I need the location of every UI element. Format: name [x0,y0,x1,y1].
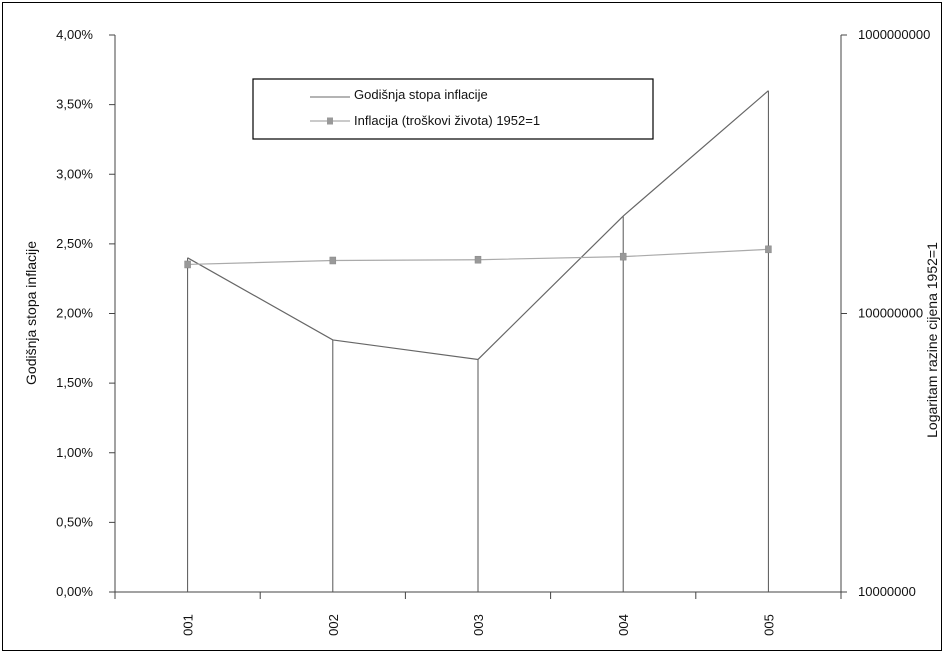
y-tick-label: 0,00% [56,584,93,599]
x-tick-label: 004 [616,614,631,636]
y-tick-label: 3,00% [56,166,93,181]
series-index-marker [765,245,772,254]
y2-tick-label: 100000000 [858,306,923,321]
y-tick-label: 0,50% [56,514,93,529]
y-tick-label: 1,50% [56,375,93,390]
series-index-marker [474,255,482,264]
series-index-marker [184,260,191,269]
y-axis-title: Godišnja stopa inflacije [23,241,39,385]
y2-tick-label: 1000000000 [858,27,930,42]
series-index-marker [619,252,627,261]
y-tick-label: 4,00% [56,27,93,42]
y-tick-label: 1,00% [56,445,93,460]
x-tick-label: 005 [761,614,776,636]
x-tick-label: 003 [471,614,486,636]
x-tick-label: 002 [326,614,341,636]
y-tick-label: 2,00% [56,306,93,321]
legend-label-index: Inflacija (troškovi života) 1952=1 [354,113,540,128]
y-tick-label: 3,50% [56,97,93,112]
series-rate-line [187,90,769,361]
x-tick-label: 001 [181,614,196,636]
axes-layer: 0,00% 0,50% 1,00% 1,50% 2,00% 2,50% 3,00% 3,50%… [23,27,940,636]
y2-axis-title: Logaritam razine cijena 1952=1 [924,242,940,438]
y-tick-label: 2,50% [56,236,93,251]
legend-box [252,78,654,140]
lines-layer [187,90,769,592]
marks-layer [184,245,772,269]
legend-marker-index [327,117,333,125]
series-index-marker [329,256,337,265]
legend-label-rate: Godišnja stopa inflacije [354,87,488,102]
y2-tick-label: 10000000 [858,584,916,599]
legend: Godišnja stopa inflacije Inflacija (trošk… [252,78,654,140]
